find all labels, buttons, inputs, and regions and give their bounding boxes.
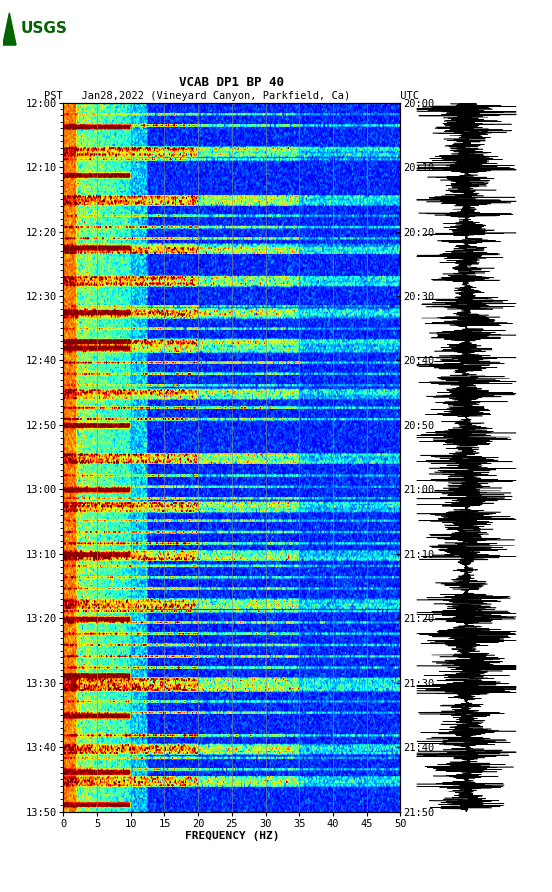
Text: PST   Jan28,2022 (Vineyard Canyon, Parkfield, Ca)        UTC: PST Jan28,2022 (Vineyard Canyon, Parkfie… bbox=[44, 91, 420, 102]
Polygon shape bbox=[3, 12, 16, 45]
Text: VCAB DP1 BP 40: VCAB DP1 BP 40 bbox=[179, 76, 284, 88]
X-axis label: FREQUENCY (HZ): FREQUENCY (HZ) bbox=[184, 831, 279, 841]
Text: USGS: USGS bbox=[21, 21, 68, 37]
